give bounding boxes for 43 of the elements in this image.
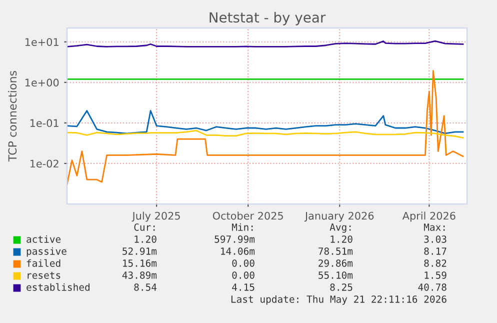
line-series bbox=[67, 70, 464, 186]
text: 8.17 bbox=[424, 247, 446, 255]
text: Min: bbox=[232, 223, 253, 231]
y-tick-label: 1e+00 bbox=[25, 78, 59, 87]
text: 3.03 bbox=[424, 235, 446, 243]
y-axis-title: TCP connections bbox=[8, 70, 17, 162]
x-tick-label: January 2026 bbox=[304, 212, 374, 222]
text: 1.20 bbox=[330, 235, 352, 243]
legend-label: active bbox=[26, 235, 61, 243]
legend-label: resets bbox=[28, 272, 60, 279]
legend-label: established bbox=[26, 283, 90, 291]
text: 597.99m bbox=[214, 235, 255, 243]
text: Max: bbox=[424, 224, 445, 231]
y-tick-label: 1e+01 bbox=[25, 38, 58, 46]
x-tick-label: July 2025 bbox=[132, 212, 180, 222]
text: 4.15 bbox=[232, 284, 254, 291]
y-tick-label: 1e-02 bbox=[30, 160, 58, 168]
text: 52.91m bbox=[122, 247, 157, 255]
text: 0.00 bbox=[232, 259, 254, 267]
x-tick-label: April 2026 bbox=[402, 212, 456, 222]
legend-label: failed bbox=[26, 259, 60, 267]
text: 8.82 bbox=[424, 259, 446, 267]
text: Cur: bbox=[134, 223, 155, 231]
text: Avg: bbox=[330, 224, 351, 233]
chart-title: Netstat - by year bbox=[210, 12, 326, 26]
legend-label: passive bbox=[26, 247, 66, 257]
y-tick-label: 1e-01 bbox=[30, 119, 58, 128]
x-tick-label: October 2025 bbox=[212, 212, 283, 220]
text: 43.89m bbox=[122, 271, 157, 279]
text: 78.51m bbox=[318, 247, 353, 255]
text: 14.06m bbox=[221, 247, 255, 255]
text: 40.78 bbox=[418, 283, 446, 291]
text: 1.20 bbox=[134, 235, 156, 243]
text: Last update: Thu May 21 22:11:16 2026 bbox=[231, 295, 446, 305]
text: 29.86m bbox=[318, 259, 353, 267]
text: 8.54 bbox=[134, 283, 157, 291]
text: 8.25 bbox=[330, 283, 352, 291]
text: 1.59 bbox=[424, 271, 446, 279]
text: 55.10m bbox=[318, 271, 353, 279]
text: 15.16m bbox=[123, 259, 157, 267]
line-series bbox=[67, 110, 464, 134]
text: 0.00 bbox=[232, 271, 254, 279]
line-series bbox=[67, 130, 464, 138]
